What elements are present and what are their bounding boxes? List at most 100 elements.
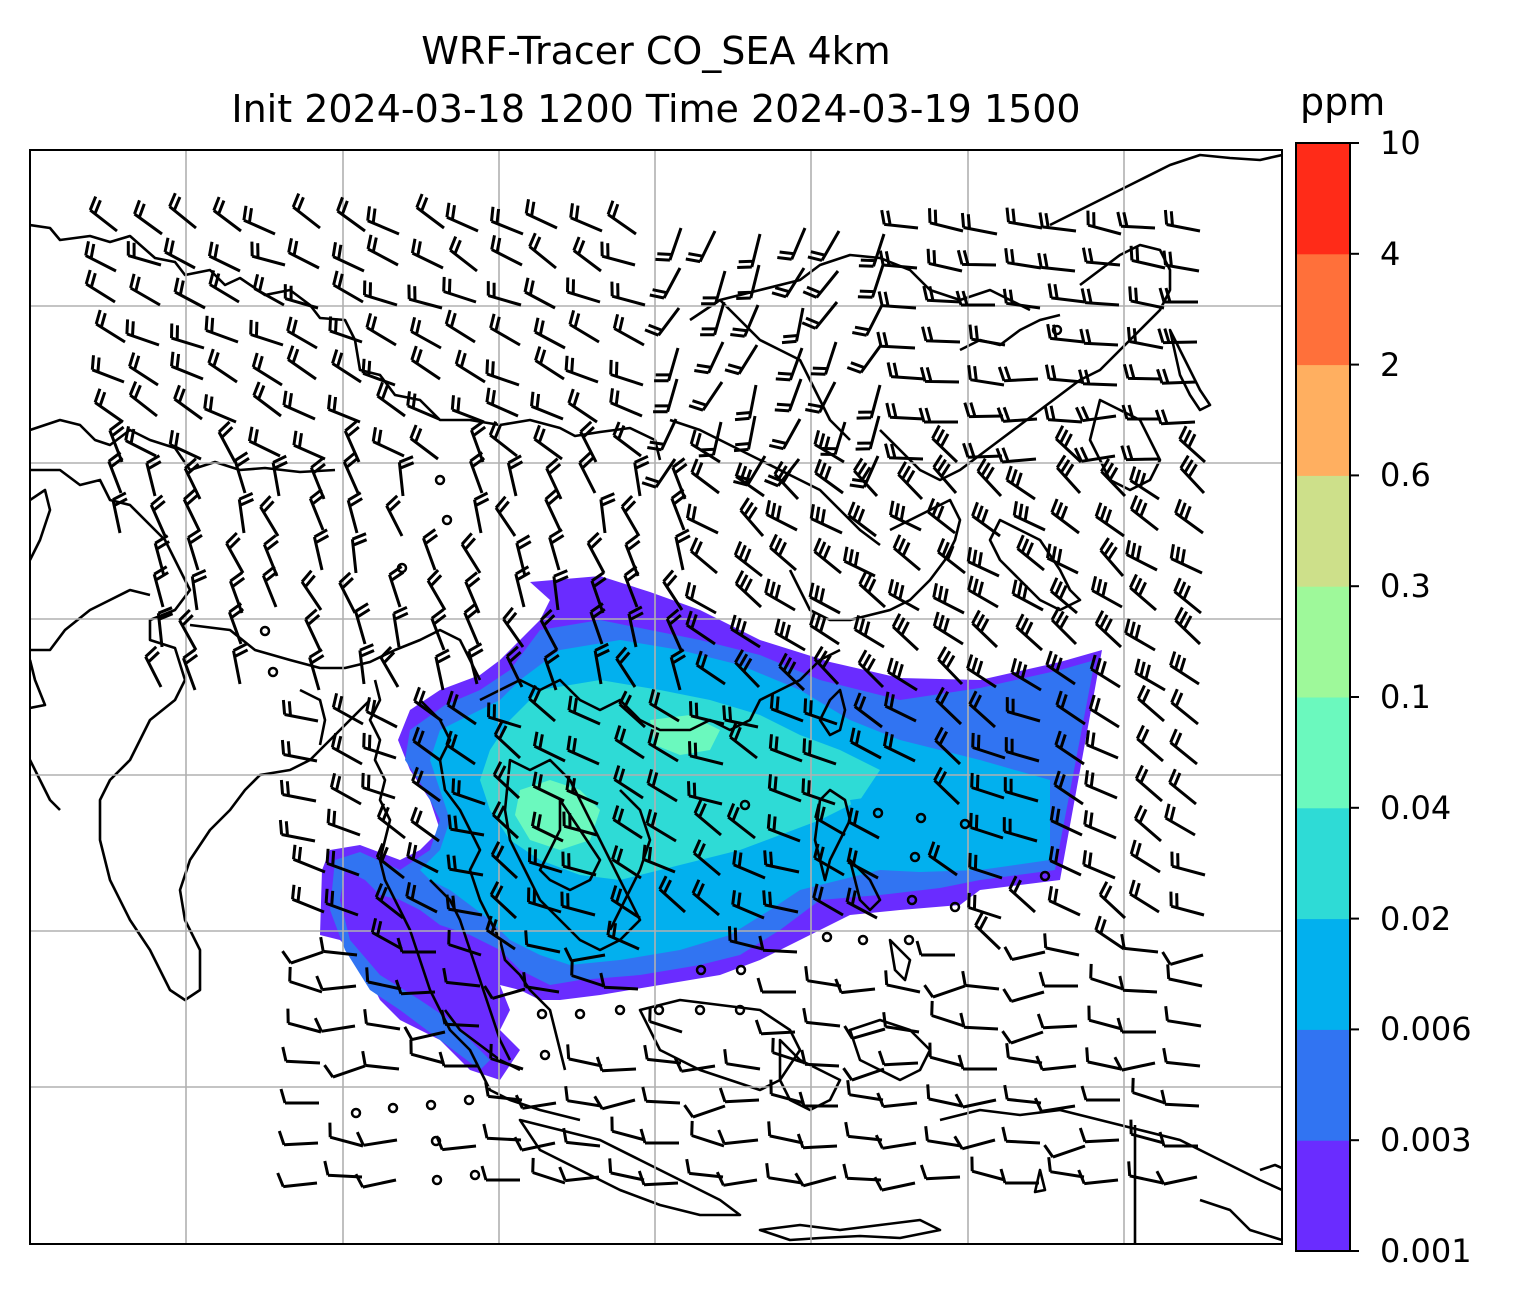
wind-barb: [933, 766, 961, 806]
calm-wind-marker: [735, 964, 747, 976]
wind-barb: [971, 501, 1001, 538]
wind-barb: [593, 642, 610, 685]
wind-barb: [567, 388, 598, 424]
wind-barb: [1003, 946, 1046, 962]
wind-barb: [688, 381, 724, 412]
calm-wind-marker: [906, 894, 918, 906]
wind-barb: [803, 698, 838, 726]
wind-barb: [1010, 658, 1042, 692]
wind-barb: [203, 394, 237, 424]
wind-barb: [612, 313, 645, 347]
wind-barb: [93, 388, 124, 424]
wind-barb: [999, 1168, 1039, 1185]
wind-barb: [328, 1122, 364, 1148]
wind-barb: [1125, 540, 1158, 572]
wind-barb: [413, 686, 443, 723]
wind-barb: [802, 1007, 841, 1028]
wind-barb: [490, 841, 519, 880]
wind-barb: [852, 457, 879, 498]
wind-barb: [688, 741, 724, 766]
wind-barb: [717, 1129, 759, 1146]
wind-barbs: [84, 192, 1207, 1192]
wind-barb: [407, 284, 443, 310]
wind-barb: [279, 1088, 319, 1105]
wind-barb: [647, 729, 679, 763]
wind-barb: [173, 384, 203, 421]
wind-barb: [962, 442, 1003, 459]
calm-wind-marker: [695, 964, 707, 976]
wind-barb: [170, 323, 205, 350]
wind-barb: [857, 264, 885, 299]
wind-barb: [252, 381, 282, 418]
wind-barb: [336, 196, 366, 233]
wind-barb: [464, 571, 481, 614]
wind-barb: [331, 692, 364, 726]
wind-barb: [967, 575, 999, 609]
wind-barb: [996, 406, 1038, 423]
wind-barb: [1038, 212, 1077, 233]
wind-barb: [800, 1049, 840, 1068]
wind-barb: [810, 341, 838, 376]
wind-barb: [286, 316, 318, 350]
wind-barb: [361, 358, 396, 387]
wind-barb: [885, 402, 925, 421]
wind-barb: [1089, 963, 1124, 991]
wind-barb: [955, 290, 995, 307]
wind-barb: [237, 492, 255, 534]
wind-barb: [771, 267, 806, 299]
colorbar-tick-label: 4: [1380, 234, 1401, 273]
wind-barb: [392, 605, 409, 648]
wind-barb: [612, 421, 642, 458]
wind-barb: [814, 458, 844, 495]
wind-barb: [658, 875, 687, 914]
wind-barb: [489, 881, 518, 920]
wind-barb: [365, 967, 402, 991]
wind-barb: [968, 852, 1003, 880]
wind-barb: [279, 779, 317, 803]
wind-barb: [483, 985, 526, 1000]
wind-barb: [1170, 688, 1199, 726]
wind-barb: [1048, 846, 1082, 877]
wind-barb: [802, 738, 837, 766]
wind-barb: [655, 227, 683, 262]
wind-barb: [346, 491, 363, 534]
wind-barb: [300, 569, 323, 611]
colorbar-bin: [1296, 364, 1350, 476]
wind-barb: [569, 203, 603, 233]
wind-barb: [288, 966, 323, 994]
wind-barb: [331, 349, 362, 384]
wind-barb: [974, 911, 1002, 951]
wind-barb: [730, 304, 760, 338]
wind-barb: [732, 850, 766, 880]
wind-barb: [572, 236, 602, 273]
wind-barb: [548, 528, 565, 571]
wind-barb: [654, 347, 680, 383]
wind-barb: [280, 739, 318, 763]
wind-barb: [842, 546, 876, 578]
wind-barb: [1178, 425, 1207, 464]
wind-barb: [342, 451, 360, 494]
wind-barb: [186, 528, 203, 571]
wind-barb: [212, 196, 242, 233]
wind-barb: [1128, 573, 1157, 612]
wind-barb: [567, 695, 601, 726]
wind-barb: [170, 351, 204, 381]
wind-barb: [684, 581, 717, 615]
wind-barb: [614, 725, 645, 760]
colorbar-tick-label: 0.02: [1380, 899, 1452, 938]
colorbar: [1295, 142, 1359, 1252]
wind-barb: [566, 1044, 603, 1068]
colorbar-bin: [1296, 253, 1350, 366]
wind-barb: [361, 1050, 400, 1071]
wind-barb: [927, 841, 958, 877]
wind-barb: [1045, 650, 1076, 686]
wind-barb: [774, 378, 803, 413]
wind-barb: [693, 799, 722, 837]
wind-barb: [544, 488, 562, 531]
wind-barb: [878, 250, 918, 270]
wind-barb: [599, 492, 616, 534]
wind-barb: [694, 341, 725, 375]
wind-barb: [527, 684, 556, 723]
chart-title-line1: WRF-Tracer CO_SEA 4km: [421, 29, 891, 73]
wind-barb: [767, 1121, 804, 1145]
